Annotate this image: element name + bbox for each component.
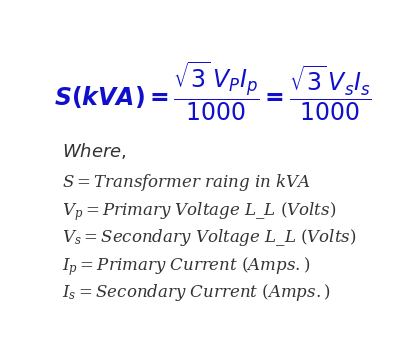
- Text: $I_p = Primary\ Current\ (Amps.)$: $I_p = Primary\ Current\ (Amps.)$: [62, 255, 310, 278]
- Text: $V_s = Secondary\ Voltage\ L\_L\ (Volts)$: $V_s = Secondary\ Voltage\ L\_L\ (Volts)…: [62, 227, 356, 248]
- Text: $V_p = Primary\ Voltage\ L\_L\ (Volts)$: $V_p = Primary\ Voltage\ L\_L\ (Volts)$: [62, 200, 336, 223]
- Text: $S = Transformer\ raing\ in\ kVA$: $S = Transformer\ raing\ in\ kVA$: [62, 172, 311, 193]
- Text: $I_s = Secondary\ Current\ (Amps.)$: $I_s = Secondary\ Current\ (Amps.)$: [62, 282, 330, 303]
- Text: $\boldsymbol{S(kVA) = \dfrac{\sqrt{3}\,V_P I_p}{1000} = \dfrac{\sqrt{3}\,V_s I_s: $\boldsymbol{S(kVA) = \dfrac{\sqrt{3}\,V…: [54, 59, 372, 123]
- Text: $\mathit{Where,}$: $\mathit{Where,}$: [62, 141, 126, 161]
